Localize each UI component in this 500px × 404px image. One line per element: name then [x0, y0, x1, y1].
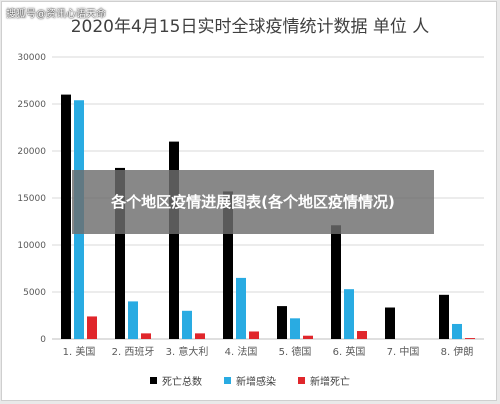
x-tick-label: 7. 中国	[387, 345, 420, 358]
x-tick-label: 2. 西班牙	[112, 346, 155, 358]
legend-swatch-deaths	[150, 377, 157, 384]
bar-new-cases	[182, 310, 192, 339]
bar-deaths	[115, 167, 125, 339]
bar-deaths	[223, 191, 233, 339]
bar-new-cases	[128, 301, 138, 339]
legend-swatch-new-cases	[224, 377, 231, 384]
x-axis-ticks: 1. 美国 2. 西班牙 3. 意大利 4. 法国 5. 德国 6. 英国 7. 中国 8. …	[63, 345, 474, 358]
y-tick-label: 30000	[17, 53, 46, 63]
legend-label-new-deaths: 新增死亡	[310, 377, 350, 388]
watermark: 搜狐号@资讯心语天命	[6, 9, 106, 20]
y-tick-label: 10000	[17, 241, 46, 251]
y-tick-label: 15000	[17, 194, 46, 204]
y-tick-label: 5000	[23, 288, 46, 298]
legend-label-new-cases: 新增感染	[236, 377, 276, 388]
legend-item-new-deaths: 新增死亡	[298, 373, 350, 388]
bar-deaths	[169, 141, 179, 339]
bar-deaths	[439, 294, 449, 339]
overlay-banner: 各个地区疫情进展图表(各个地区疫情情况)	[72, 170, 434, 234]
chart-title: 2020年4月15日实时全球疫情统计数据 单位 人	[70, 17, 430, 37]
legend: 死亡总数 新增感染 新增死亡	[2, 373, 498, 388]
x-tick-label: 1. 美国	[63, 345, 96, 358]
x-tick-label: 5. 德国	[279, 345, 312, 358]
bar-new-cases	[344, 289, 354, 339]
bar-deaths	[331, 225, 341, 339]
bar-new-deaths	[357, 331, 367, 339]
bar-new-cases	[452, 323, 462, 339]
bar-deaths	[385, 307, 395, 339]
x-tick-label: 6. 英国	[333, 345, 366, 358]
x-tick-label: 3. 意大利	[166, 345, 209, 358]
bar-new-cases	[236, 277, 246, 339]
x-tick-label: 4. 法国	[225, 345, 258, 358]
bar-deaths	[61, 94, 71, 339]
y-axis-ticks: 0 5000 10000 15000 20000 25000 30000	[17, 53, 46, 345]
y-tick-label: 25000	[17, 100, 46, 110]
y-tick-label: 0	[40, 335, 46, 345]
bar-new-deaths	[195, 333, 205, 339]
bar-new-cases	[290, 318, 300, 339]
legend-label-deaths: 死亡总数	[162, 377, 202, 388]
bar-new-deaths	[303, 335, 313, 339]
legend-swatch-new-deaths	[298, 377, 305, 384]
x-tick-label: 8. 伊朗	[441, 346, 474, 358]
y-tick-label: 20000	[17, 147, 46, 157]
bar-deaths	[277, 306, 287, 339]
bar-new-deaths	[87, 316, 97, 339]
bar-new-deaths	[141, 333, 151, 339]
legend-item-deaths: 死亡总数	[150, 373, 202, 388]
legend-item-new-cases: 新增感染	[224, 373, 276, 388]
bar-new-deaths	[465, 338, 475, 339]
bar-new-deaths	[249, 331, 259, 339]
